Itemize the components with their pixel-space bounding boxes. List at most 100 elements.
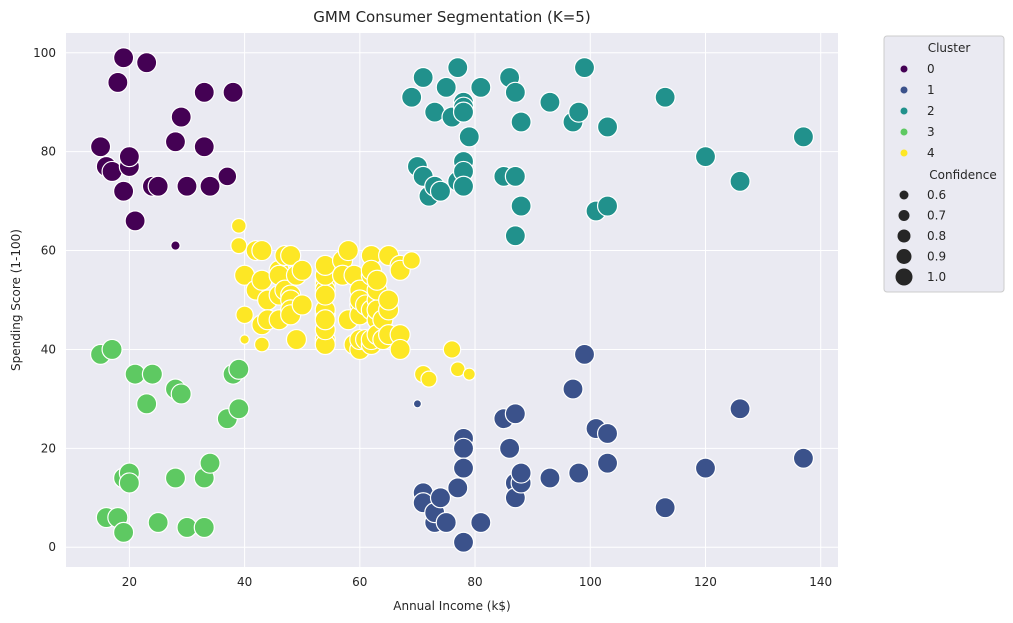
data-point bbox=[147, 511, 169, 534]
data-point bbox=[452, 101, 475, 123]
legend-box bbox=[883, 35, 1005, 293]
data-points bbox=[89, 47, 815, 553]
data-point bbox=[462, 367, 476, 381]
data-point bbox=[107, 71, 129, 94]
data-point bbox=[562, 378, 584, 400]
data-point bbox=[170, 106, 192, 128]
legend-confidence-title: Confidence bbox=[929, 168, 996, 182]
data-point bbox=[596, 195, 619, 217]
legend-cluster-label: 4 bbox=[927, 146, 935, 160]
data-point bbox=[378, 289, 400, 311]
y-tick-label: 0 bbox=[48, 540, 56, 554]
y-tick-label: 80 bbox=[41, 145, 56, 159]
data-point bbox=[285, 328, 308, 351]
data-point bbox=[291, 259, 313, 281]
data-point bbox=[596, 452, 619, 474]
data-point bbox=[235, 305, 254, 325]
data-point bbox=[694, 146, 717, 168]
legend-confidence-label: 0.6 bbox=[927, 188, 946, 202]
data-point bbox=[118, 146, 140, 168]
data-point bbox=[228, 398, 250, 420]
data-point bbox=[654, 497, 676, 519]
x-tick-label: 80 bbox=[467, 575, 482, 589]
legend-confidence-marker bbox=[896, 249, 912, 264]
data-point bbox=[199, 452, 221, 474]
data-point bbox=[447, 57, 469, 79]
legend-confidence-marker bbox=[898, 210, 910, 221]
data-point bbox=[366, 269, 388, 291]
data-point bbox=[573, 57, 596, 79]
x-tick-label: 100 bbox=[579, 575, 602, 589]
data-point bbox=[193, 81, 215, 103]
data-point bbox=[164, 467, 187, 489]
legend-cluster-label: 2 bbox=[927, 104, 935, 118]
data-point bbox=[239, 334, 250, 345]
data-point bbox=[280, 244, 302, 267]
data-point bbox=[539, 467, 561, 489]
data-point bbox=[113, 47, 135, 69]
data-point bbox=[193, 516, 215, 539]
data-point bbox=[147, 175, 169, 197]
data-point bbox=[401, 86, 423, 108]
data-point bbox=[253, 336, 270, 353]
data-point bbox=[596, 422, 619, 445]
y-tick-label: 40 bbox=[41, 342, 56, 356]
data-point bbox=[729, 170, 751, 192]
legend-confidence-label: 0.7 bbox=[927, 209, 946, 223]
legend-cluster-marker bbox=[900, 149, 908, 157]
data-point bbox=[136, 52, 158, 74]
data-point bbox=[452, 175, 475, 197]
y-tick-label: 100 bbox=[33, 46, 56, 60]
legend-cluster-label: 0 bbox=[927, 62, 935, 76]
data-point bbox=[539, 91, 561, 113]
legend-cluster-marker bbox=[900, 128, 908, 136]
data-point bbox=[176, 175, 198, 197]
data-point bbox=[442, 340, 462, 359]
data-point bbox=[504, 225, 526, 247]
data-point bbox=[222, 81, 244, 103]
data-point bbox=[499, 437, 521, 459]
data-point bbox=[141, 363, 164, 385]
data-point bbox=[447, 477, 469, 499]
legend-cluster-marker bbox=[900, 65, 908, 73]
data-point bbox=[429, 487, 452, 509]
data-point bbox=[412, 399, 423, 409]
data-point bbox=[314, 309, 336, 331]
y-axis-label: Spending Score (1-100) bbox=[9, 229, 23, 371]
chart-title: GMM Consumer Segmentation (K=5) bbox=[313, 8, 590, 26]
data-point bbox=[792, 126, 815, 148]
data-point bbox=[199, 175, 221, 197]
data-point bbox=[510, 195, 532, 217]
data-point bbox=[792, 447, 815, 469]
data-point bbox=[510, 111, 532, 133]
data-point bbox=[452, 437, 475, 459]
tick-labels: 20 40 60 80 100 120 140 0 20 40 60 80 100 bbox=[33, 46, 832, 589]
data-point bbox=[228, 358, 250, 380]
data-point bbox=[170, 240, 181, 251]
legend-cluster-marker bbox=[900, 107, 908, 115]
data-point bbox=[470, 76, 492, 98]
data-point bbox=[402, 251, 421, 270]
legend-cluster-label: 1 bbox=[927, 83, 935, 97]
data-point bbox=[452, 457, 475, 479]
data-point bbox=[429, 180, 452, 202]
data-point bbox=[568, 101, 590, 123]
data-point bbox=[230, 217, 247, 234]
data-point bbox=[118, 472, 140, 494]
legend-confidence-label: 0.9 bbox=[927, 250, 946, 264]
data-point bbox=[596, 116, 619, 138]
legend-confidence-label: 0.8 bbox=[927, 229, 946, 243]
data-point bbox=[504, 81, 526, 103]
x-tick-label: 120 bbox=[694, 575, 717, 589]
x-axis-label: Annual Income (k$) bbox=[393, 599, 510, 613]
data-point bbox=[420, 370, 438, 388]
data-point bbox=[573, 343, 596, 365]
x-tick-label: 40 bbox=[237, 575, 252, 589]
data-point bbox=[504, 403, 526, 425]
legend-confidence-label: 1.0 bbox=[927, 270, 946, 284]
x-tick-label: 60 bbox=[352, 575, 367, 589]
data-point bbox=[251, 239, 273, 262]
legend-confidence-marker bbox=[899, 190, 909, 200]
legend-cluster-entries: 0 1 2 3 4 bbox=[900, 62, 935, 160]
